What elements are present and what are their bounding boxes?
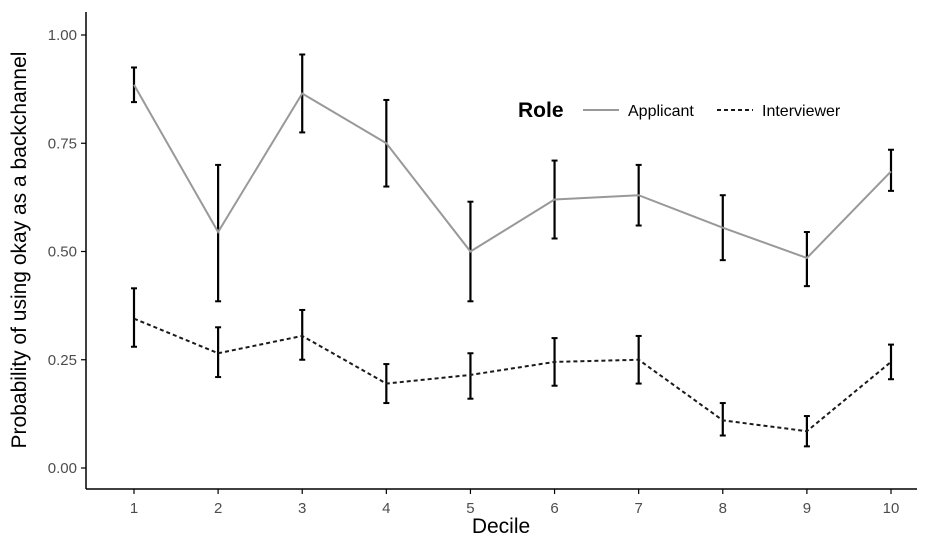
y-ticks: 0.00 0.25 0.50 0.75 1.00 xyxy=(48,27,86,477)
x-tick-label: 2 xyxy=(214,500,222,517)
y-tick-label: 0.25 xyxy=(48,352,77,369)
x-tick-label: 7 xyxy=(634,500,642,517)
y-tick-label: 0.50 xyxy=(48,244,77,261)
y-axis-title: Probability of using okay as a backchann… xyxy=(8,52,31,449)
axes xyxy=(85,12,917,490)
x-ticks: 1 2 3 4 5 6 7 8 9 10 xyxy=(130,489,900,517)
x-tick-label: 8 xyxy=(719,500,727,517)
legend-items: Applicant Interviewer xyxy=(583,103,841,120)
error-bar-interviewer xyxy=(467,352,474,400)
y-tick-label: 0.00 xyxy=(48,460,77,477)
x-tick-label: 1 xyxy=(130,500,138,517)
legend-item-applicant: Applicant xyxy=(583,103,694,120)
x-axis-title: Decile xyxy=(472,515,530,538)
series-lines xyxy=(133,84,892,433)
series-line-interviewer xyxy=(133,317,892,433)
legend-label: Applicant xyxy=(628,103,694,120)
legend: Role Applicant Interviewer xyxy=(518,99,841,122)
error-bar-applicant xyxy=(803,231,810,288)
error-bar-interviewer xyxy=(888,343,894,381)
x-tick-label: 5 xyxy=(466,500,474,517)
y-tick-label: 1.00 xyxy=(48,27,77,44)
legend-item-interviewer: Interviewer xyxy=(717,103,841,120)
error-bar-interviewer xyxy=(131,287,137,348)
series-line-applicant xyxy=(133,84,892,260)
legend-title: Role xyxy=(518,99,564,122)
x-tick-label: 3 xyxy=(298,500,306,517)
error-bar-interviewer xyxy=(215,326,222,379)
error-bar-applicant xyxy=(888,148,894,192)
x-tick-label: 9 xyxy=(803,500,811,517)
x-tick-label: 4 xyxy=(382,500,390,517)
x-tick-label: 6 xyxy=(550,500,558,517)
error-bar-interviewer xyxy=(299,308,306,361)
legend-label: Interviewer xyxy=(762,103,841,120)
x-tick-label: 10 xyxy=(883,500,900,517)
y-tick-label: 0.75 xyxy=(48,135,77,152)
